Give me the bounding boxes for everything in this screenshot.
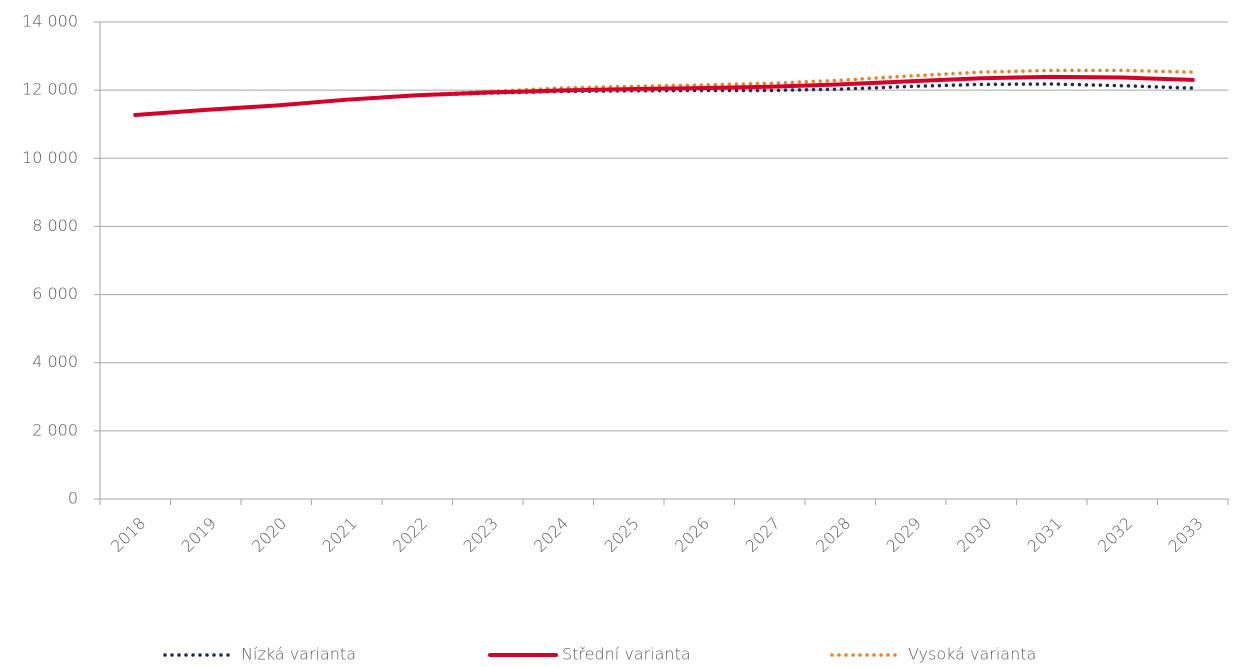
x-tick-label: 2023 bbox=[460, 514, 502, 556]
x-tick-label: 2027 bbox=[742, 514, 784, 556]
x-tick-label: 2020 bbox=[248, 514, 290, 556]
x-tick-label: 2032 bbox=[1094, 514, 1136, 556]
x-tick-label: 2033 bbox=[1165, 514, 1207, 556]
x-tick-label: 2025 bbox=[601, 514, 643, 556]
x-tick-label: 2030 bbox=[953, 514, 995, 556]
y-tick-label: 8 000 bbox=[32, 216, 78, 235]
x-tick-label: 2021 bbox=[319, 514, 361, 556]
x-tick-label: 2026 bbox=[671, 514, 713, 556]
legend-label: Vysoká varianta bbox=[908, 645, 1036, 664]
y-tick-label: 14 000 bbox=[22, 12, 78, 31]
y-tick-label: 10 000 bbox=[22, 148, 78, 167]
x-tick-label: 2018 bbox=[107, 514, 149, 556]
y-tick-label: 12 000 bbox=[22, 80, 78, 99]
x-tick-label: 2028 bbox=[812, 514, 854, 556]
x-tick-label: 2029 bbox=[883, 514, 925, 556]
x-tick-label: 2022 bbox=[389, 514, 431, 556]
y-tick-label: 4 000 bbox=[32, 352, 78, 371]
x-tick-label: 2024 bbox=[530, 514, 572, 556]
y-tick-label: 6 000 bbox=[32, 284, 78, 303]
legend-label: Nízká varianta bbox=[241, 645, 356, 664]
x-tick-label: 2019 bbox=[178, 514, 220, 556]
series-line bbox=[133, 74, 1195, 118]
legend-label: Střední varianta bbox=[562, 645, 691, 664]
y-tick-label: 2 000 bbox=[32, 420, 78, 439]
x-tick-label: 2031 bbox=[1024, 514, 1066, 556]
y-tick-label: 0 bbox=[68, 489, 78, 508]
